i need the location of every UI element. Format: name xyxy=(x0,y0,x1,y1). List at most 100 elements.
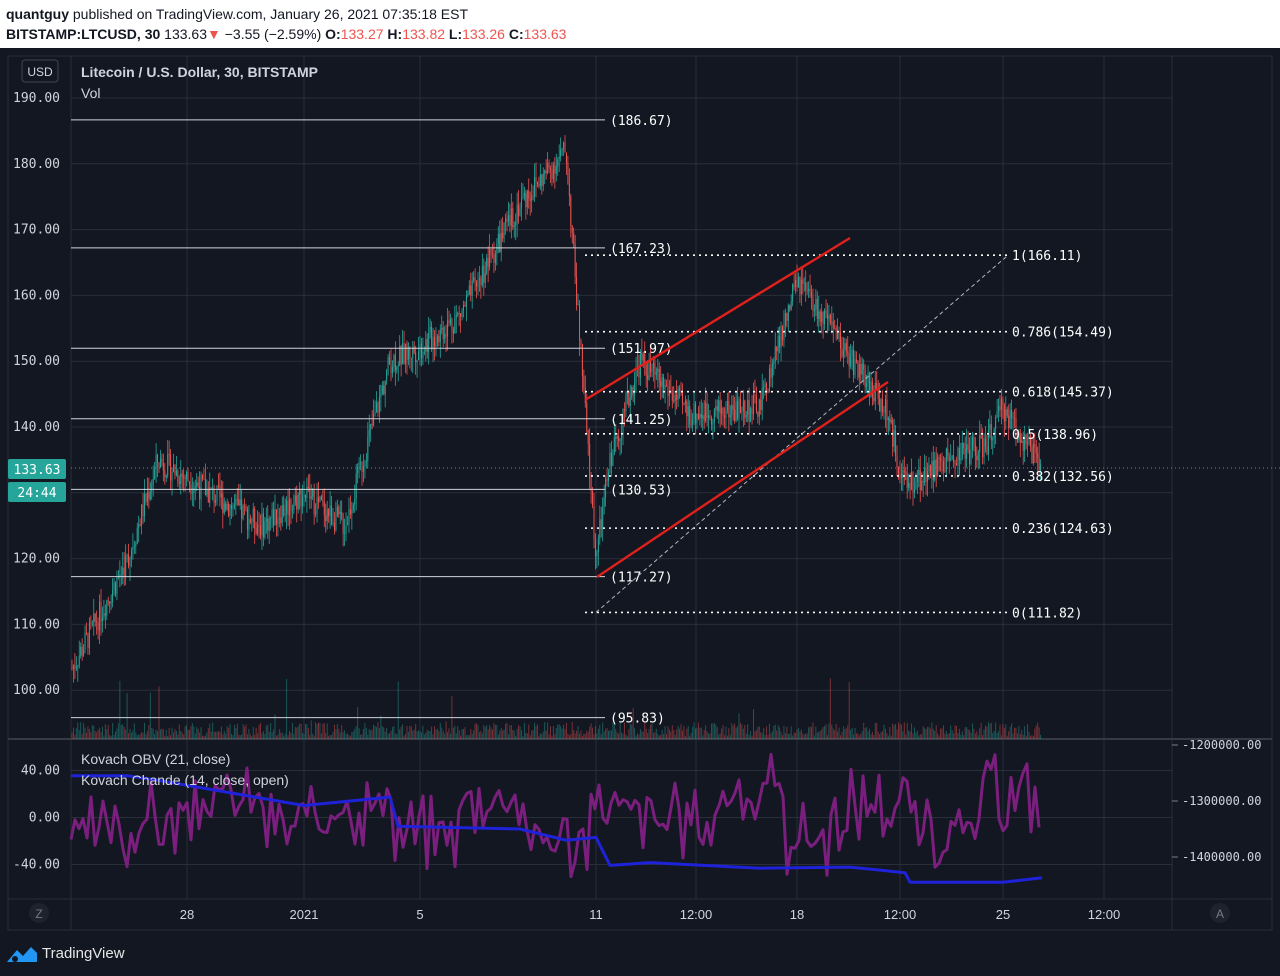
candle-body xyxy=(420,343,422,359)
indicator-right-axis[interactable]: -1200000.00 -1300000.00 -1400000.00 xyxy=(1172,738,1261,864)
candle-body xyxy=(438,335,440,343)
candle-body xyxy=(434,336,435,347)
candle-body xyxy=(233,504,235,507)
candle-body xyxy=(297,494,299,510)
candle-body xyxy=(262,513,264,538)
volume-bar xyxy=(207,728,209,739)
volume-bar xyxy=(548,734,550,739)
candle-body xyxy=(409,347,411,358)
volume-bar xyxy=(210,731,212,739)
volume-bar xyxy=(560,726,562,739)
candle-body xyxy=(990,424,992,441)
volume-bar xyxy=(336,724,338,739)
candle-body xyxy=(316,497,318,515)
candle-body xyxy=(519,207,521,216)
candle-body xyxy=(744,400,746,418)
channel-line[interactable] xyxy=(584,236,851,402)
volume-bar xyxy=(761,733,763,739)
candle-body xyxy=(389,357,391,365)
volume-bar xyxy=(199,732,201,739)
candle-body xyxy=(457,313,459,315)
volume-bar xyxy=(339,732,341,739)
volume-bar xyxy=(360,734,362,739)
currency-button-text: USD xyxy=(27,65,53,79)
candle-body xyxy=(813,308,815,311)
volume-bar xyxy=(84,727,86,739)
volume-bar xyxy=(642,731,644,739)
volume-bar xyxy=(251,735,253,739)
candle-body xyxy=(236,499,238,501)
volume-bar xyxy=(763,728,765,739)
volume-bar xyxy=(90,732,92,739)
volume-bar xyxy=(958,728,960,739)
candle-body xyxy=(822,312,824,325)
zoom-button[interactable] xyxy=(29,903,49,923)
volume-bar xyxy=(1018,726,1020,739)
volume-bar xyxy=(1000,735,1002,739)
volume-bar xyxy=(841,731,843,739)
volume-bar xyxy=(1019,733,1021,739)
volume-bar xyxy=(950,725,952,739)
volume-bar xyxy=(420,732,422,739)
volume-bar xyxy=(409,726,411,739)
chart-canvas[interactable]: (186.67) (167.23) (151.97) (141.25) (130.53)… xyxy=(0,48,1280,934)
candle-body xyxy=(518,204,520,216)
volume-bar xyxy=(532,730,534,739)
price-axis[interactable]: 190.00180.00170.00160.00150.00140.00130.… xyxy=(13,91,60,698)
author-name[interactable]: quantguy xyxy=(6,6,69,22)
volume-bar xyxy=(280,732,282,739)
candle-body xyxy=(699,413,701,419)
volume-bar xyxy=(307,728,309,739)
candle-body xyxy=(384,380,386,395)
candle-body xyxy=(767,390,769,393)
candle-body xyxy=(755,396,757,412)
candle-body xyxy=(130,550,132,557)
volume-bar xyxy=(700,727,702,739)
volume-bar xyxy=(602,722,604,739)
candle-body xyxy=(128,554,130,566)
volume-bar xyxy=(119,680,121,739)
auto-scale-button[interactable] xyxy=(1210,903,1230,923)
candle-body xyxy=(1031,446,1033,464)
candle-body xyxy=(1032,444,1034,464)
time-axis[interactable]: 28 2021 5 11 12:00 18 12:00 25 12:00 xyxy=(180,907,1121,922)
candle-body xyxy=(942,461,944,471)
volume-bar xyxy=(434,726,435,739)
candle-body xyxy=(364,462,366,467)
candle-body xyxy=(367,436,369,461)
channel-line[interactable] xyxy=(596,381,889,578)
volume-bar xyxy=(175,731,177,739)
publish-header: quantguy published on TradingView.com, J… xyxy=(0,0,1280,48)
volume-bar xyxy=(924,728,926,739)
volume-bar xyxy=(655,728,657,739)
candle-body xyxy=(850,356,852,367)
tradingview-logo-icon[interactable] xyxy=(6,944,38,964)
candle-body xyxy=(871,381,873,398)
candle-body xyxy=(84,632,86,650)
currency-button[interactable] xyxy=(21,59,59,83)
candle-body xyxy=(135,543,137,547)
candle-body xyxy=(197,482,199,487)
candle-body xyxy=(94,613,96,622)
candle-body xyxy=(255,528,257,534)
candle-body xyxy=(283,505,285,516)
indicator-left-axis[interactable]: 40.00 0.00 -40.00 xyxy=(13,764,60,873)
candle-body xyxy=(1006,409,1008,416)
candle-body xyxy=(309,488,311,499)
volume-bar xyxy=(638,734,640,739)
candle-body xyxy=(951,455,953,460)
candle-body xyxy=(1015,418,1017,437)
volume-bar xyxy=(953,733,955,739)
volume-bar xyxy=(232,735,234,739)
volume-bar xyxy=(860,733,862,739)
volume-bar xyxy=(570,734,572,739)
volume-bar xyxy=(315,722,317,739)
candle-body xyxy=(510,208,512,226)
volume-bar xyxy=(921,734,923,739)
tradingview-brand[interactable]: TradingView xyxy=(42,945,125,962)
price-tick-label: 190.00 xyxy=(13,91,60,106)
candle-body xyxy=(202,475,203,480)
candle-body xyxy=(573,232,575,244)
candle-body xyxy=(361,461,363,472)
volume-bar xyxy=(470,729,472,739)
